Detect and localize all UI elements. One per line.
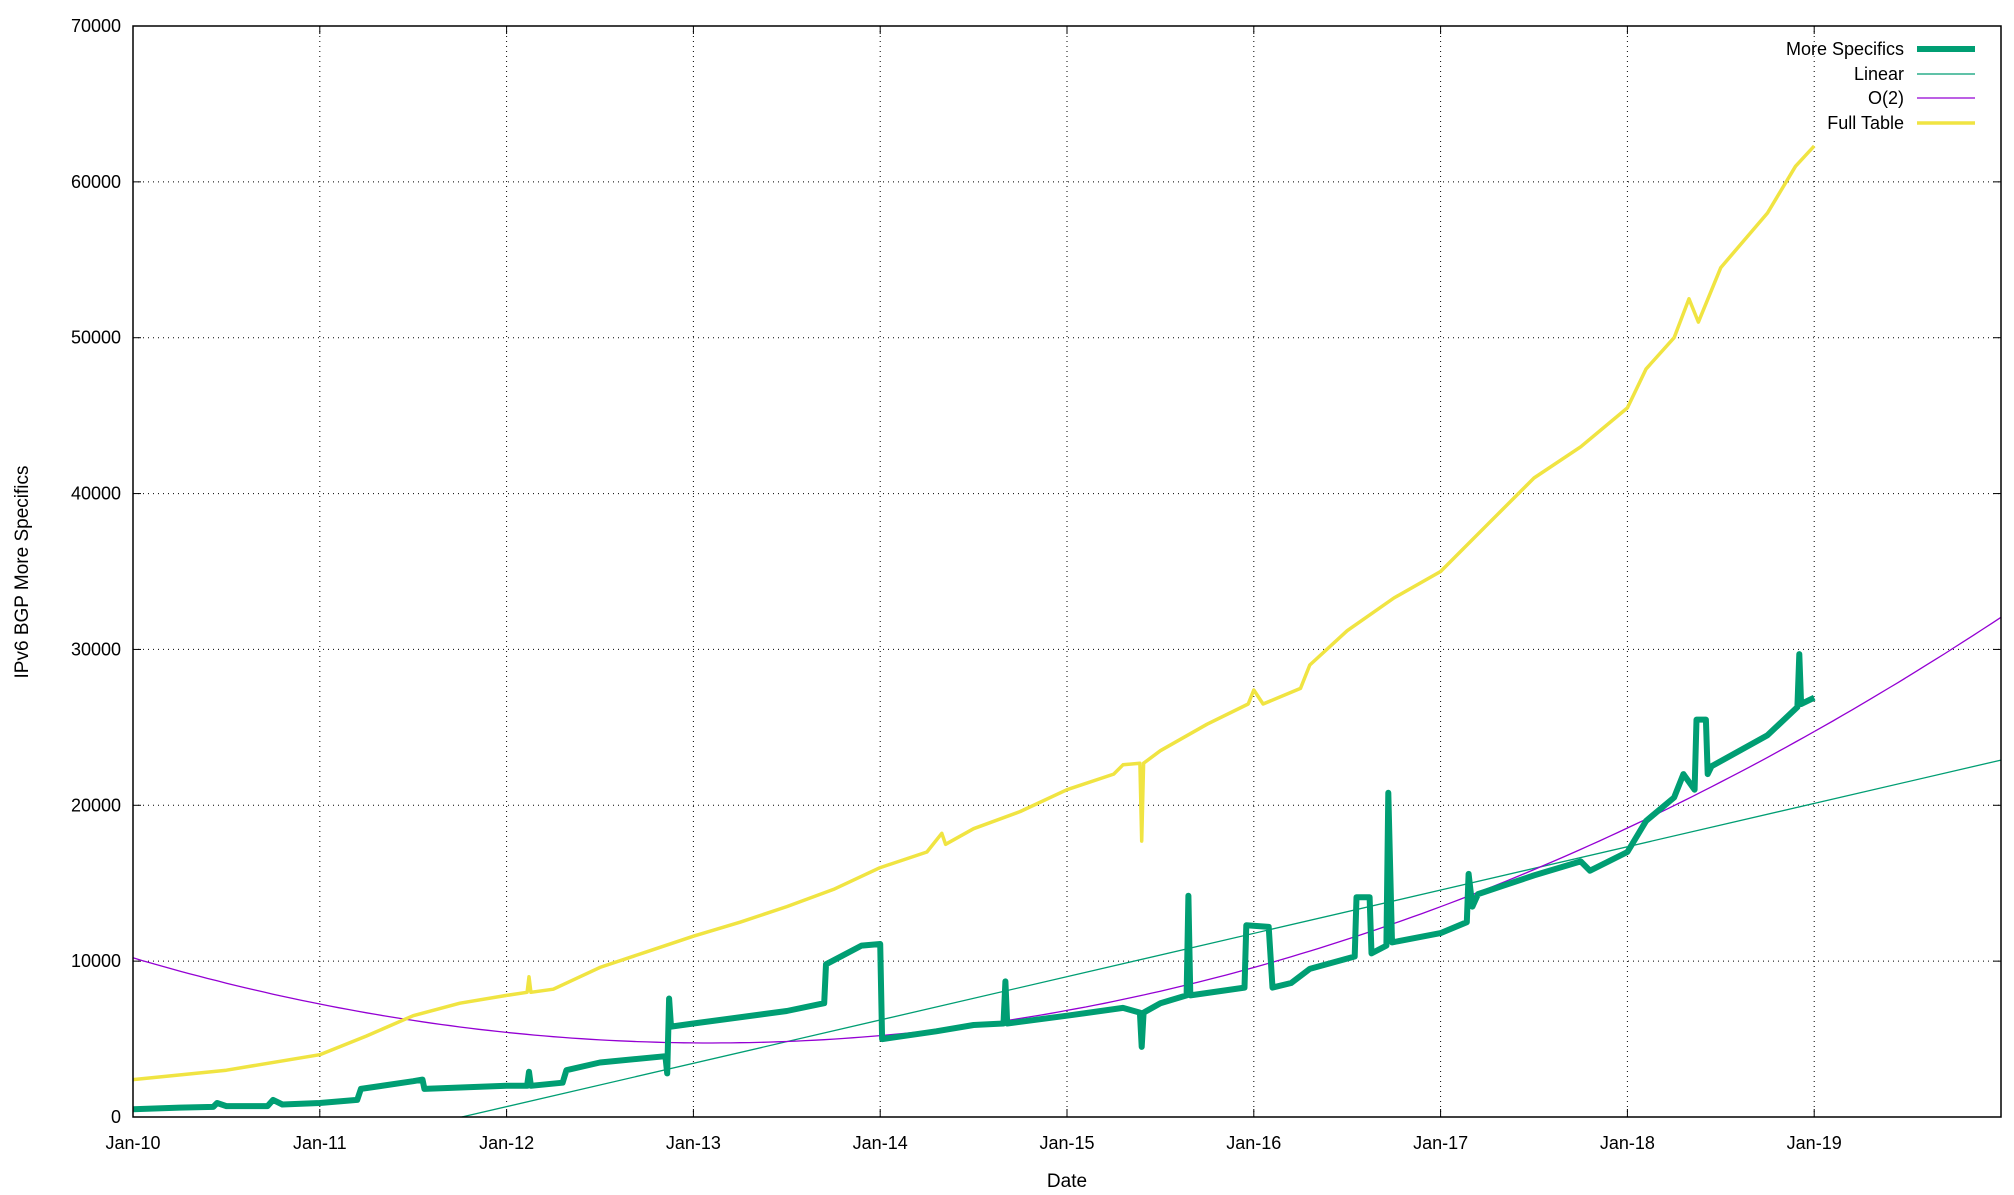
x-tick-label: Jan-14: [853, 1133, 908, 1153]
x-tick-label: Jan-11: [293, 1133, 347, 1153]
y-tick-label: 10000: [71, 951, 121, 971]
y-tick-label: 30000: [71, 639, 121, 659]
x-tick-label: Jan-10: [105, 1133, 160, 1153]
y-tick-label: 0: [111, 1107, 121, 1127]
legend-label: Full Table: [1827, 113, 1904, 133]
y-tick-label: 60000: [71, 172, 121, 192]
legend: More Specifics Linear O(2) Full Table: [1786, 39, 1975, 133]
series-line-linear: [461, 759, 2002, 1118]
legend-label: More Specifics: [1786, 39, 1904, 59]
series-layer: [132, 144, 2002, 1118]
series-line-o-2-: [132, 616, 2002, 1044]
legend-label: Linear: [1854, 64, 1904, 84]
x-tick-label: Jan-13: [666, 1133, 721, 1153]
y-tick-label: 50000: [71, 328, 121, 348]
x-tick-label: Jan-12: [479, 1133, 534, 1153]
x-tick-label: Jan-18: [1600, 1133, 1655, 1153]
series-line-more-specifics: [132, 651, 1816, 1113]
x-tick-label: Jan-19: [1787, 1133, 1842, 1153]
x-tick-label: Jan-15: [1039, 1133, 1094, 1153]
plot-border: [132, 25, 2002, 1118]
y-tick-label: 40000: [71, 484, 121, 504]
y-axis-label: IPv6 BGP More Specifics: [12, 466, 33, 679]
tick-labels: Jan-10 Jan-11 Jan-12 Jan-13 Jan-14 Jan-15 Jan-…: [71, 16, 1842, 1153]
x-tick-label: Jan-17: [1413, 1133, 1468, 1153]
x-axis-label: Date: [1047, 1171, 1087, 1192]
grid: [132, 25, 2001, 1118]
x-tick-label: Jan-16: [1226, 1133, 1281, 1153]
y-tick-label: 20000: [71, 795, 121, 815]
series-line-full-table: [132, 144, 1816, 1082]
legend-label: O(2): [1868, 88, 1904, 108]
y-tick-label: 70000: [71, 16, 121, 36]
